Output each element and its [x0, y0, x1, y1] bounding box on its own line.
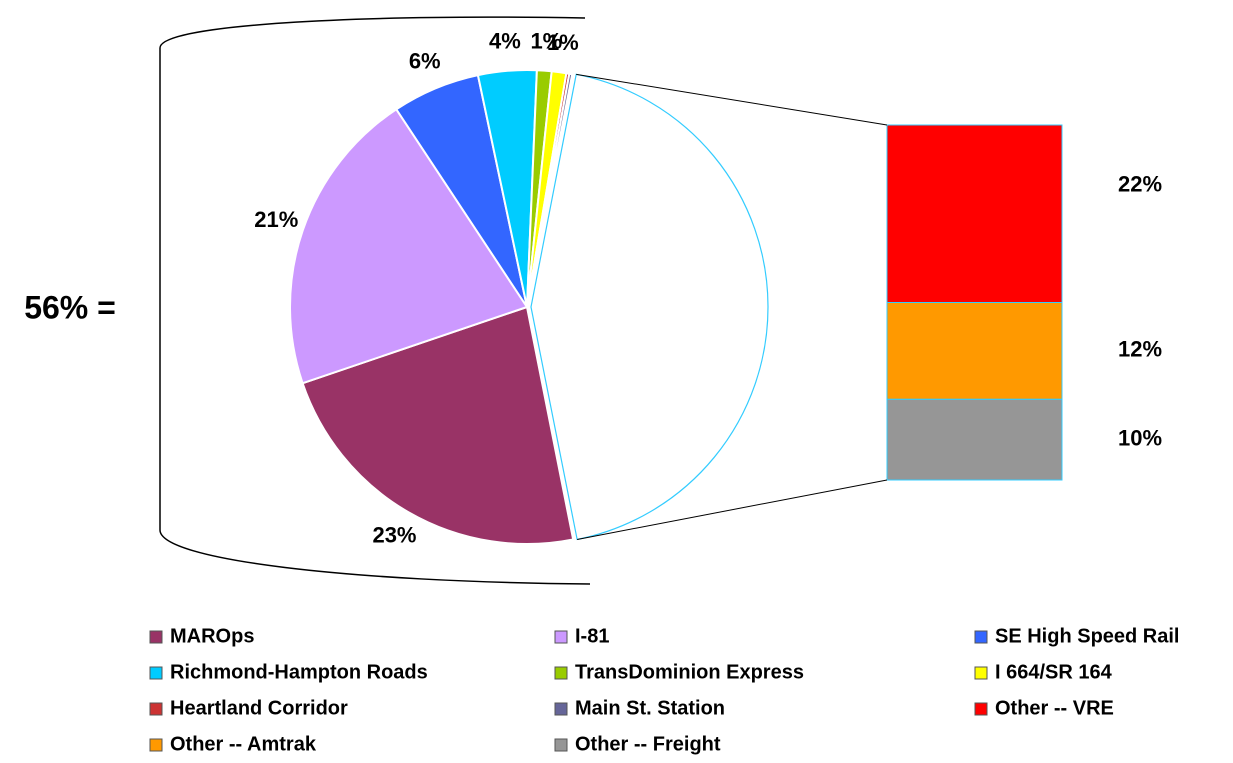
pie-slice: [526, 72, 574, 308]
connector: [577, 479, 888, 540]
bar-segment: [886, 302, 1063, 400]
legend-label: MAROps: [170, 625, 254, 647]
data-label: 1%: [530, 29, 562, 54]
data-label: 6%: [409, 48, 441, 73]
bar-segment: [886, 398, 1063, 481]
legend-label: TransDominion Express: [575, 661, 804, 683]
data-label: 10%: [1118, 425, 1162, 450]
data-label: 1%: [547, 30, 579, 55]
legend-swatch: [554, 738, 568, 752]
legend-swatch: [974, 666, 988, 680]
data-label: 12%: [1118, 337, 1162, 362]
pie-slice: [289, 107, 529, 385]
pie-slice: [301, 305, 575, 545]
legend-label: Richmond-Hampton Roads: [170, 661, 428, 683]
legend-label: Other -- Freight: [575, 733, 721, 755]
data-label: 4%: [489, 29, 521, 54]
legend-swatch: [554, 666, 568, 680]
legend-swatch: [554, 702, 568, 716]
data-label: 22%: [1118, 172, 1162, 197]
legend-label: I-81: [575, 625, 609, 647]
legend-swatch: [149, 666, 163, 680]
legend-label: Other -- VRE: [995, 697, 1114, 719]
legend-swatch: [554, 630, 568, 644]
pie-slice-other: [530, 73, 769, 541]
bar-segment: [886, 124, 1063, 303]
data-label: 23%: [372, 522, 416, 547]
sum-label: 56% =: [24, 289, 116, 325]
legend-label: I 664/SR 164: [995, 661, 1113, 683]
legend-swatch: [974, 630, 988, 644]
connector: [576, 73, 888, 126]
legend-swatch: [974, 702, 988, 716]
legend-label: Other -- Amtrak: [170, 733, 317, 755]
bracket: [159, 16, 591, 585]
legend-label: SE High Speed Rail: [995, 625, 1179, 647]
legend-swatch: [149, 702, 163, 716]
legend-label: Heartland Corridor: [170, 697, 348, 719]
legend-swatch: [149, 630, 163, 644]
legend-label: Main St. Station: [575, 697, 725, 719]
legend-swatch: [149, 738, 163, 752]
data-label: 21%: [254, 207, 298, 232]
